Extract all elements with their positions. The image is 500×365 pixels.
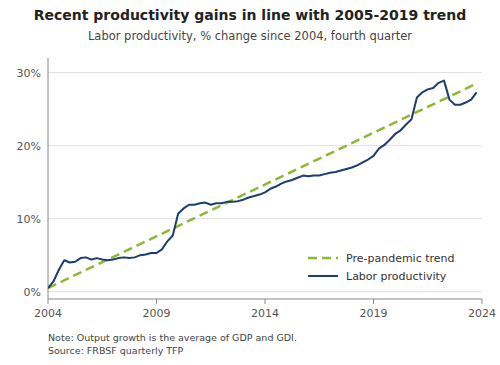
x-tick: [373, 299, 374, 304]
legend-swatch: [308, 257, 338, 260]
grid: [48, 73, 482, 292]
x-axis-line: [48, 299, 482, 300]
x-tick-label: 2014: [251, 307, 279, 320]
note: Note: Output growth is the average of GD…: [48, 332, 297, 356]
legend-label: Pre-pandemic trend: [346, 252, 455, 265]
y-tick-label: 20%: [17, 140, 41, 153]
series-lines: [48, 81, 477, 288]
grid-line: [48, 291, 482, 292]
note-line: Note: Output growth is the average of GD…: [48, 332, 297, 343]
grid-line: [48, 145, 482, 146]
grid-line: [48, 72, 482, 73]
y-tick-label: 0%: [24, 286, 41, 299]
chart: Recent productivity gains in line with 2…: [0, 0, 500, 365]
x-tick-label: 2009: [143, 307, 171, 320]
series-line: [48, 81, 477, 288]
subtitle: Labor productivity, % change since 2004,…: [88, 29, 412, 43]
legend: Pre-pandemic trend Labor productivity: [308, 252, 455, 283]
legend-swatch: [308, 275, 338, 277]
x-tick: [265, 299, 266, 304]
x-tick: [482, 299, 483, 304]
y-axis-line: [48, 58, 49, 299]
grid-line: [48, 218, 482, 219]
y-tick-label: 30%: [17, 67, 41, 80]
x-tick-label: 2024: [468, 307, 496, 320]
x-tick-label: 2019: [360, 307, 388, 320]
y-tick-label: 10%: [17, 213, 41, 226]
x-tick-label: 2004: [34, 307, 62, 320]
x-tick: [48, 299, 49, 304]
x-tick: [156, 299, 157, 304]
note-line: Source: FRBSF quarterly TFP: [48, 345, 184, 356]
title: Recent productivity gains in line with 2…: [34, 7, 467, 23]
legend-label: Labor productivity: [346, 270, 447, 283]
